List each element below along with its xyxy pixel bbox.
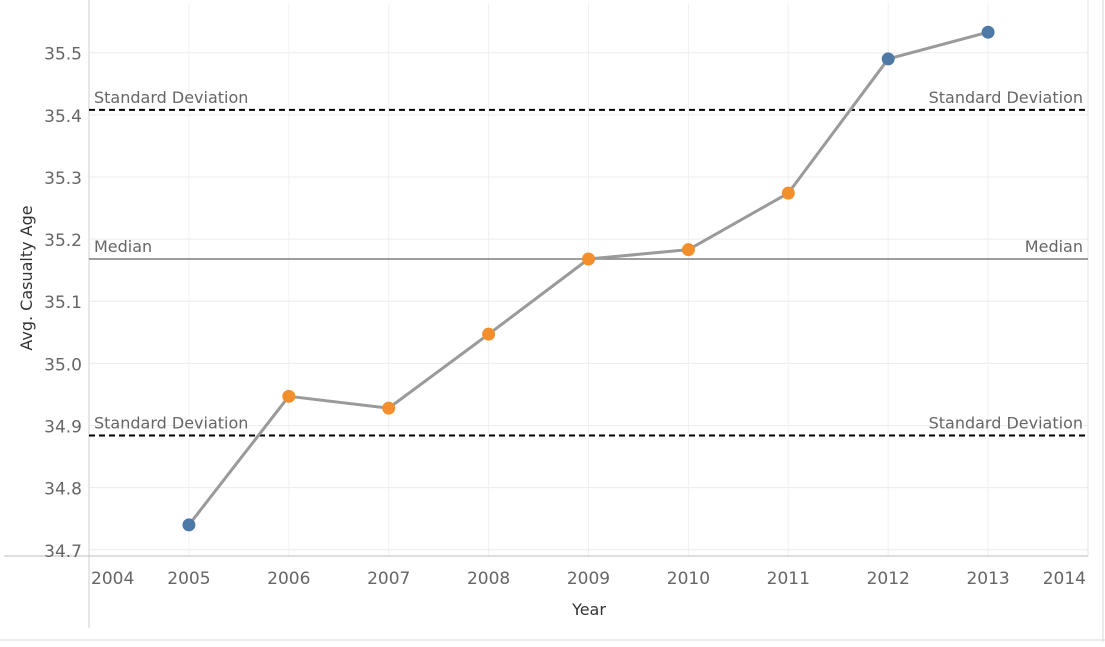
x-tick-label: 2009: [567, 569, 610, 589]
y-tick-label: 34.7: [44, 542, 82, 562]
reference-line-label: Standard Deviation: [94, 413, 248, 432]
reference-line-label: Standard Deviation: [94, 88, 248, 107]
data-point: [182, 518, 196, 532]
y-axis-title: Avg. Casualty Age: [17, 205, 36, 350]
data-point: [482, 327, 496, 341]
y-tick-label: 35.5: [44, 45, 82, 65]
y-tick-label: 35.1: [44, 293, 82, 313]
x-tick-label: 2012: [867, 569, 910, 589]
data-point: [781, 186, 795, 200]
y-tick-label: 35.3: [44, 169, 82, 189]
reference-lines: Standard Deviation Standard Deviation Medi…: [89, 88, 1088, 437]
y-tick-label: 34.9: [44, 418, 82, 438]
reference-line-label: Median: [94, 237, 152, 256]
tick-labels: 34.7 34.8 34.9 35.0 35.1 35.2 35.3 35.4 35.5 2004…: [44, 45, 1086, 589]
x-axis-title: Year: [571, 600, 606, 619]
x-tick-label: 2013: [966, 569, 1009, 589]
x-tick-label: 2010: [667, 569, 710, 589]
data-point: [981, 25, 995, 39]
data-point: [881, 52, 895, 66]
data-point: [382, 401, 396, 415]
x-tick-label: 2005: [167, 569, 210, 589]
y-tick-label: 35.4: [44, 107, 82, 127]
data-point: [681, 243, 695, 257]
x-tick-label: 2008: [467, 569, 510, 589]
y-tick-label: 35.2: [44, 231, 82, 251]
reference-line-label: Standard Deviation: [929, 88, 1083, 107]
y-tick-label: 35.0: [44, 355, 82, 375]
x-tick-label: 2011: [767, 569, 810, 589]
reference-line-label: Standard Deviation: [929, 413, 1083, 432]
y-tick-label: 34.8: [44, 480, 82, 500]
data-point: [282, 389, 296, 403]
x-tick-label: 2007: [367, 569, 410, 589]
x-tick-label: 2004: [91, 569, 134, 589]
x-tick-label: 2014: [1043, 569, 1086, 589]
reference-line-label: Median: [1025, 237, 1083, 256]
gridlines: [89, 3, 1088, 556]
data-point: [582, 252, 595, 266]
series: [182, 25, 995, 532]
x-tick-label: 2006: [267, 569, 310, 589]
